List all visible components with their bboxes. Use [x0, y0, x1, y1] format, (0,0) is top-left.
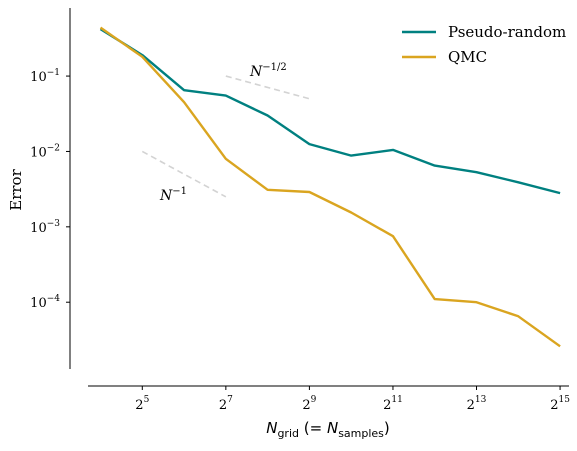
x-tick-label: 213	[467, 395, 487, 413]
y-tick-label: 10−3	[30, 219, 60, 236]
x-ticks: 25 27 29 211 213 215	[135, 386, 570, 413]
y-tick-label: 10−4	[30, 294, 60, 311]
x-tick-label: 27	[219, 395, 233, 413]
legend-label: Pseudo-random	[448, 23, 566, 41]
series-line	[99, 28, 561, 195]
legend-label: QMC	[448, 48, 487, 66]
y-tick-label: 10−1	[30, 68, 60, 85]
reference-line-label: N−1/2	[249, 62, 287, 80]
reference-line	[141, 150, 227, 198]
series-group	[99, 26, 561, 348]
reference-line-label: N−1	[159, 186, 187, 204]
reference-line	[225, 75, 310, 100]
x-axis-label: Ngrid (= Nsamples)	[266, 419, 390, 440]
y-ticks: 10−1 10−2 10−3 10−4	[30, 68, 70, 311]
x-tick-label: 25	[135, 395, 149, 413]
x-tick-label: 29	[302, 395, 316, 413]
y-axis-label: Error	[7, 168, 25, 210]
x-tick-label: 211	[383, 395, 403, 413]
legend: Pseudo-random QMC	[402, 23, 566, 66]
reference-lines: N−1/2 N−1	[141, 62, 310, 204]
series-line	[99, 26, 561, 348]
y-tick-label: 10−2	[30, 143, 60, 160]
x-tick-label: 215	[550, 395, 570, 413]
axes	[69, 8, 569, 387]
